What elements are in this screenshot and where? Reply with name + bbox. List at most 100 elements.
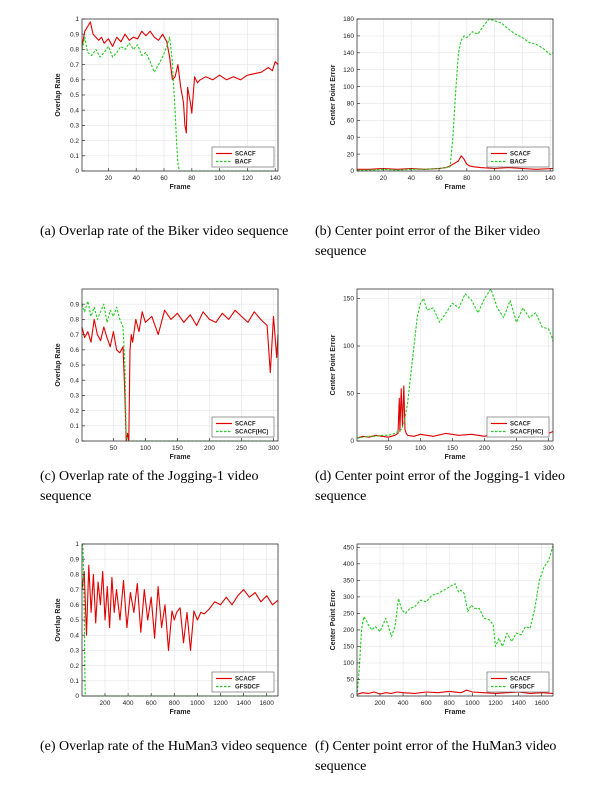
legend: SCACF SCACF(HC) <box>486 416 550 438</box>
legend: SCACF BACF <box>486 146 550 168</box>
legend-label: GFSDCF <box>510 685 535 691</box>
x-tick-label: 20 <box>380 175 388 182</box>
x-tick-label: 100 <box>140 445 151 452</box>
legend-label: SCACF <box>510 152 531 158</box>
y-tick-label: 0 <box>350 168 354 175</box>
y-tick-label: 200 <box>343 627 354 634</box>
y-tick-label: 80 <box>347 101 355 108</box>
legend-label: SCACF(HC) <box>235 430 268 436</box>
y-tick-label: 0.3 <box>70 648 79 655</box>
x-tick-label: 120 <box>517 175 528 182</box>
legend-label: SCACF <box>510 422 531 428</box>
y-tick-label: 0.9 <box>70 301 79 308</box>
y-tick-label: 0.7 <box>70 587 79 594</box>
caption-c: (c) Overlap rate of the Jogging-1 video … <box>40 469 259 504</box>
x-tick-label: 250 <box>236 445 247 452</box>
x-tick-label: 200 <box>100 700 111 707</box>
x-tick-label: 50 <box>110 445 118 452</box>
x-axis-label: Frame <box>169 454 190 461</box>
y-tick-label: 50 <box>347 677 355 684</box>
x-tick-label: 1000 <box>465 700 480 707</box>
legend-label: SCACF <box>235 677 256 683</box>
x-axis-label: Frame <box>444 709 465 716</box>
y-tick-label: 0.6 <box>70 602 79 609</box>
legend-box <box>211 146 275 168</box>
y-tick-label: 160 <box>343 33 354 40</box>
y-tick-label: 250 <box>343 611 354 618</box>
x-tick-label: 80 <box>188 175 196 182</box>
legend: SCACF GFSDCF <box>486 671 550 693</box>
chart-panel-b: 20 40 60 80 100 120 140 0 20 40 60 80 100 120 140 160 18… <box>315 5 565 210</box>
y-tick-label: 0.8 <box>70 317 79 324</box>
y-tick-label: 350 <box>343 578 354 585</box>
y-tick-label: 400 <box>343 561 354 568</box>
caption-a: (a) Overlap rate of the Biker video sequ… <box>40 224 289 239</box>
legend-box <box>211 416 275 438</box>
y-tick-label: 0.7 <box>70 332 79 339</box>
y-axis-label: Overlap Rate <box>55 73 62 116</box>
axes-frame <box>356 18 554 172</box>
y-tick-label: 1 <box>75 541 79 548</box>
x-tick-label: 100 <box>489 175 500 182</box>
caption-b: (b) Center point error of the Biker vide… <box>315 224 541 259</box>
x-tick-label: 800 <box>169 700 180 707</box>
series-line-gfsdcf <box>356 545 554 697</box>
x-tick-label: 400 <box>123 700 134 707</box>
y-tick-label: 120 <box>343 67 354 74</box>
x-tick-label: 60 <box>435 175 443 182</box>
x-tick-label: 1400 <box>511 700 526 707</box>
chart-panel-a: 20 40 60 80 100 120 140 0 0.1 0.2 0.3 0.4 0.5 0.6 0.7 0… <box>40 5 290 210</box>
plot-area <box>357 544 553 696</box>
x-tick-label: 250 <box>511 445 522 452</box>
x-tick-label: 200 <box>375 700 386 707</box>
y-tick-label: 0.5 <box>70 617 79 624</box>
y-tick-label: 300 <box>343 594 354 601</box>
y-tick-label: 100 <box>343 660 354 667</box>
y-axis-label: Center Point Error <box>330 64 337 125</box>
x-tick-label: 400 <box>398 700 409 707</box>
y-tick-label: 0.8 <box>70 572 79 579</box>
y-tick-label: 140 <box>343 50 354 57</box>
x-tick-label: 200 <box>479 445 490 452</box>
y-axis-label: Overlap Rate <box>55 598 62 641</box>
x-tick-label: 1200 <box>488 700 503 707</box>
caption-f: (f) Center point error of the HuMan3 vid… <box>315 739 557 774</box>
y-tick-label: 0.2 <box>70 408 79 415</box>
x-axis-label: Frame <box>169 709 190 716</box>
x-tick-label: 1400 <box>236 700 251 707</box>
y-tick-label: 0.4 <box>70 107 79 114</box>
y-tick-label: 0 <box>75 168 79 175</box>
series-line-scacf <box>357 155 554 170</box>
x-tick-label: 300 <box>543 445 554 452</box>
x-tick-label: 800 <box>444 700 455 707</box>
y-tick-label: 0.6 <box>70 77 79 84</box>
legend-label: BACF <box>235 160 252 166</box>
series-line-scacf-hc- <box>356 288 554 439</box>
y-tick-label: 0.3 <box>70 393 79 400</box>
y-tick-label: 20 <box>347 151 355 158</box>
series-line-scacf <box>81 21 279 134</box>
legend-box <box>486 416 550 438</box>
y-tick-label: 100 <box>343 343 354 350</box>
axes-frame <box>356 288 554 442</box>
y-tick-label: 0.8 <box>70 47 79 54</box>
series-line-scacf <box>81 309 279 442</box>
x-tick-label: 60 <box>160 175 168 182</box>
y-tick-label: 100 <box>343 84 354 91</box>
chart-e: 200 400 600 800 1000 1200 1400 1600 0 0.1 0.2 0.3 0.… <box>55 541 279 716</box>
y-tick-label: 150 <box>343 296 354 303</box>
series-line-scacf <box>81 564 279 651</box>
x-axis-label: Frame <box>444 454 465 461</box>
x-tick-label: 1200 <box>213 700 228 707</box>
series-line-bacf <box>81 36 278 172</box>
legend-label: SCACF <box>235 152 256 158</box>
x-tick-label: 40 <box>408 175 416 182</box>
chart-f: 200 400 600 800 1000 1200 1400 1600 0 50 100 150 200… <box>330 543 554 716</box>
x-tick-label: 1600 <box>259 700 274 707</box>
y-tick-label: 0 <box>350 693 354 700</box>
x-tick-label: 100 <box>415 445 426 452</box>
y-axis-label: Center Point Error <box>330 589 337 650</box>
legend: SCACF GFSDCF <box>211 671 275 693</box>
legend-label: SCACF <box>510 677 531 683</box>
y-tick-label: 0.5 <box>70 92 79 99</box>
